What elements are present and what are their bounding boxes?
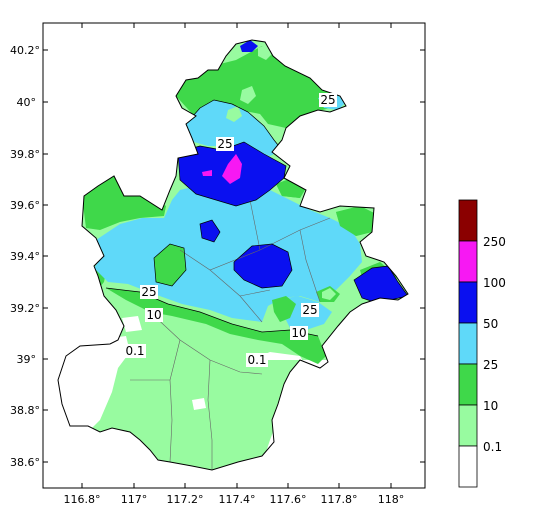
svg-text:117.4°: 117.4° — [219, 493, 256, 506]
legend-entry — [459, 446, 477, 487]
svg-text:10: 10 — [483, 399, 498, 413]
svg-text:25: 25 — [302, 303, 317, 317]
svg-text:50: 50 — [483, 317, 498, 331]
svg-text:39.6°: 39.6° — [10, 199, 40, 212]
svg-text:0.1: 0.1 — [247, 353, 266, 367]
svg-text:10: 10 — [291, 326, 306, 340]
svg-text:39.2°: 39.2° — [10, 302, 40, 315]
contour-label: 25 — [301, 303, 319, 317]
svg-text:117°: 117° — [121, 493, 148, 506]
svg-text:250: 250 — [483, 235, 506, 249]
contour-label: 10 — [145, 308, 163, 322]
svg-text:39.4°: 39.4° — [10, 250, 40, 263]
svg-text:39°: 39° — [17, 353, 37, 366]
legend-colorbar: 250 100 50 25 10 0.1 — [459, 200, 506, 487]
contour-label: 0.1 — [246, 353, 268, 367]
contour-label: 25 — [140, 285, 158, 299]
svg-text:38.6°: 38.6° — [10, 456, 40, 469]
svg-text:39.8°: 39.8° — [10, 148, 40, 161]
fill-white-island2 — [192, 398, 206, 410]
svg-text:25: 25 — [141, 285, 156, 299]
svg-text:40.2°: 40.2° — [10, 44, 40, 57]
svg-text:25: 25 — [320, 93, 335, 107]
svg-text:117.2°: 117.2° — [167, 493, 204, 506]
svg-text:0.1: 0.1 — [125, 344, 144, 358]
contour-label: 10 — [290, 326, 308, 340]
svg-text:117.6°: 117.6° — [270, 493, 307, 506]
svg-text:25: 25 — [217, 137, 232, 151]
contour-label: 0.1 — [124, 344, 146, 358]
svg-text:117.8°: 117.8° — [321, 493, 358, 506]
svg-text:25: 25 — [483, 358, 498, 372]
svg-text:118°: 118° — [378, 493, 405, 506]
svg-text:40°: 40° — [17, 96, 37, 109]
svg-text:10: 10 — [146, 308, 161, 322]
svg-text:38.8°: 38.8° — [10, 404, 40, 417]
svg-text:100: 100 — [483, 276, 506, 290]
svg-text:0.1: 0.1 — [483, 440, 502, 454]
svg-text:116.8°: 116.8° — [64, 493, 101, 506]
contour-label: 25 — [319, 93, 337, 107]
contour-label: 25 — [216, 137, 234, 151]
